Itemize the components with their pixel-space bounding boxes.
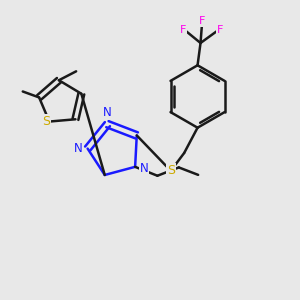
Text: N: N xyxy=(103,106,112,119)
Text: F: F xyxy=(217,25,224,34)
Text: F: F xyxy=(179,25,186,34)
Text: F: F xyxy=(199,16,205,26)
Text: S: S xyxy=(167,164,175,177)
Text: S: S xyxy=(42,115,50,128)
Text: N: N xyxy=(140,162,148,175)
Text: N: N xyxy=(74,142,82,155)
